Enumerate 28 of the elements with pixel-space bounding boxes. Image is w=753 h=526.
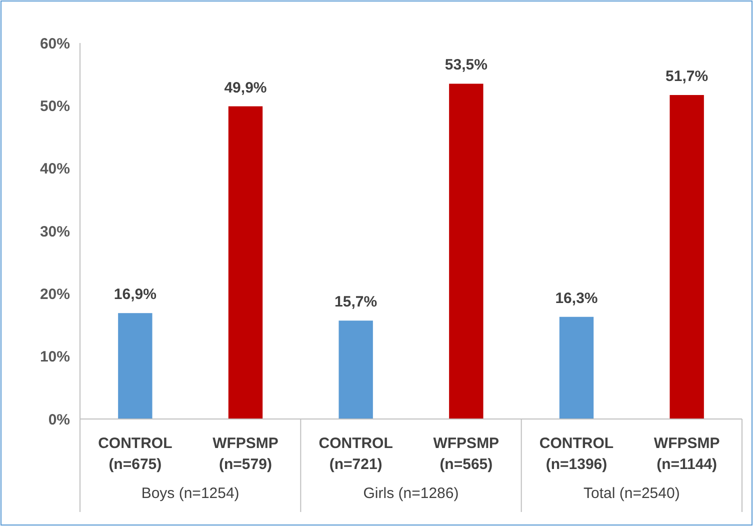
x-tick-label: CONTROL (n=721) [318,435,393,473]
y-tick-label: 50% [40,98,70,115]
y-tick-label: 20% [40,286,70,303]
bar [449,84,484,419]
y-tick-label: 10% [40,348,70,366]
x-tick-label: WFPSMP (n=1144) [654,435,720,473]
bar [118,313,152,419]
bar [228,106,263,419]
y-tick-label: 60% [40,35,70,52]
bar [670,95,704,419]
x-tick-label: WFPSMP (n=579) [212,435,278,473]
y-tick-label: 0% [48,411,70,428]
data-label: 15,7% [334,294,378,311]
bar [338,320,373,419]
data-label: 16,9% [114,286,156,304]
text: Boys (n=1254) [141,485,240,502]
text: Total (n=2540) [584,485,680,502]
y-tick-label: 40% [40,160,70,178]
bar [559,316,594,419]
data-label: 16,3% [555,290,598,307]
x-tick-label: CONTROL (n=675) [98,435,172,473]
y-tick-label: 30% [40,223,70,240]
x-tick-label: CONTROL (n=1396) [539,435,614,473]
data-label: 49,9% [224,79,267,96]
data-label: 53,5% [444,56,488,74]
x-tick-label: WFPSMP (n=565) [433,435,500,473]
text: Girls (n=1286) [363,485,459,502]
data-label: 51,7% [666,68,708,86]
